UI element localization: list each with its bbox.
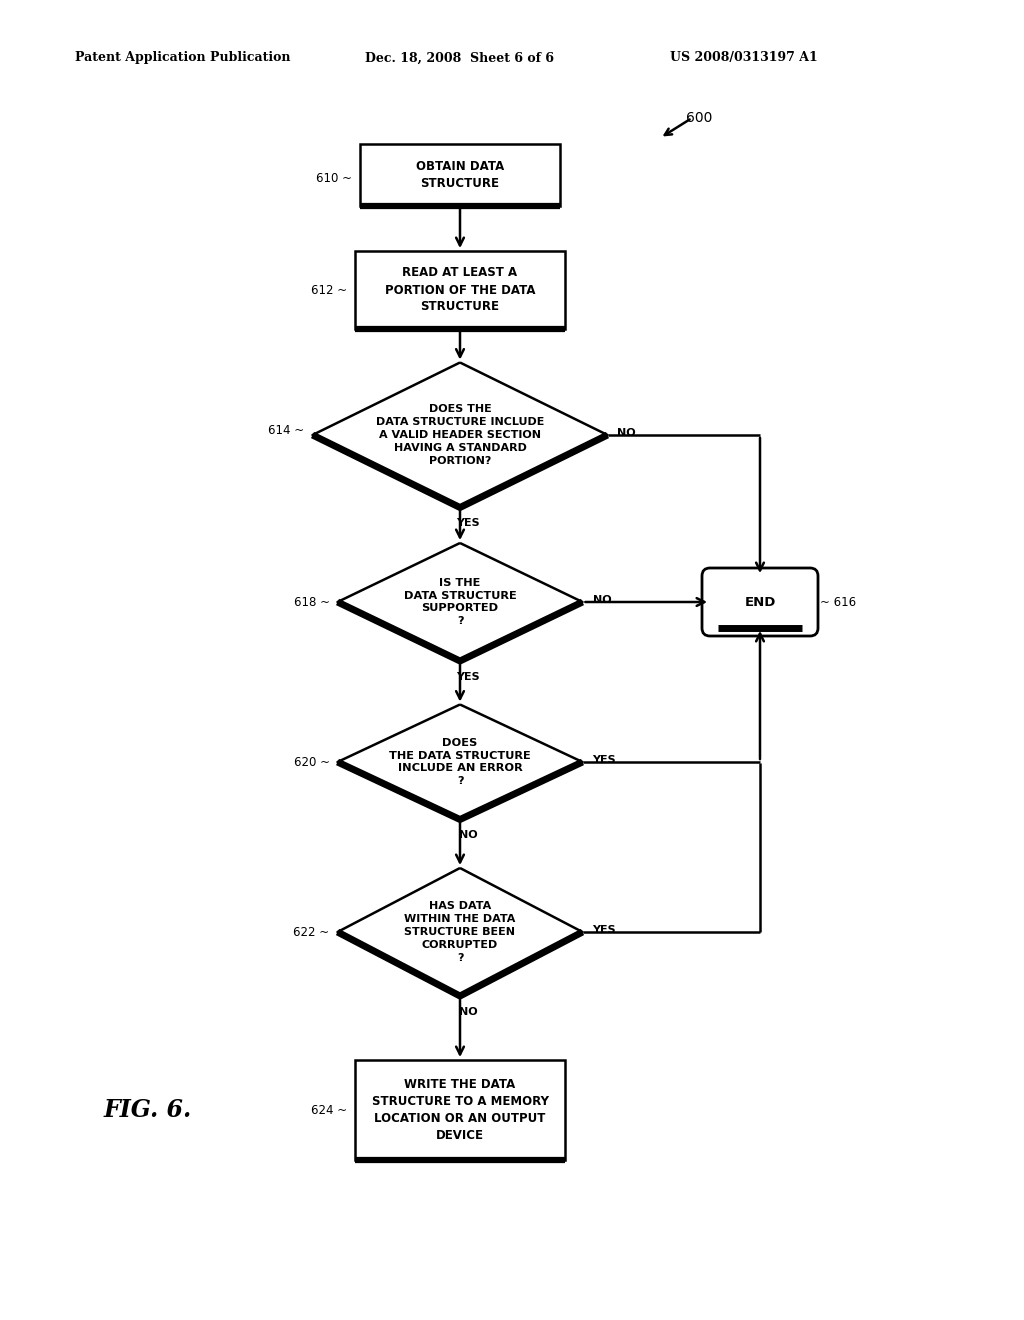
Text: 622 ~: 622 ~ (293, 925, 330, 939)
Text: HAS DATA
WITHIN THE DATA
STRUCTURE BEEN
CORRUPTED
?: HAS DATA WITHIN THE DATA STRUCTURE BEEN … (404, 902, 516, 962)
Text: DOES
THE DATA STRUCTURE
INCLUDE AN ERROR
?: DOES THE DATA STRUCTURE INCLUDE AN ERROR… (389, 738, 530, 787)
Text: IS THE
DATA STRUCTURE
SUPPORTED
?: IS THE DATA STRUCTURE SUPPORTED ? (403, 578, 516, 626)
Text: FIG. 6.: FIG. 6. (103, 1098, 193, 1122)
Text: NO: NO (593, 595, 611, 605)
Text: OBTAIN DATA
STRUCTURE: OBTAIN DATA STRUCTURE (416, 160, 504, 190)
Text: 612 ~: 612 ~ (311, 284, 347, 297)
Text: US 2008/0313197 A1: US 2008/0313197 A1 (670, 51, 818, 65)
Text: 600: 600 (686, 111, 713, 125)
Text: YES: YES (456, 519, 480, 528)
Text: 618 ~: 618 ~ (294, 595, 330, 609)
Polygon shape (338, 869, 583, 997)
Text: NO: NO (459, 1007, 477, 1016)
Text: READ AT LEAST A
PORTION OF THE DATA
STRUCTURE: READ AT LEAST A PORTION OF THE DATA STRU… (385, 267, 536, 314)
Text: YES: YES (593, 925, 616, 935)
Text: 620 ~: 620 ~ (294, 755, 330, 768)
Text: END: END (744, 595, 776, 609)
FancyBboxPatch shape (355, 251, 565, 329)
Text: 614 ~: 614 ~ (268, 424, 304, 437)
Text: ~ 616: ~ 616 (820, 595, 856, 609)
Text: YES: YES (593, 755, 616, 766)
FancyBboxPatch shape (702, 568, 818, 636)
Text: YES: YES (456, 672, 480, 682)
Text: 624 ~: 624 ~ (311, 1104, 347, 1117)
Text: DOES THE
DATA STRUCTURE INCLUDE
A VALID HEADER SECTION
HAVING A STANDARD
PORTION: DOES THE DATA STRUCTURE INCLUDE A VALID … (376, 404, 544, 466)
Text: Dec. 18, 2008  Sheet 6 of 6: Dec. 18, 2008 Sheet 6 of 6 (365, 51, 554, 65)
Text: NO: NO (459, 830, 477, 841)
Text: Patent Application Publication: Patent Application Publication (75, 51, 291, 65)
FancyBboxPatch shape (360, 144, 560, 206)
FancyBboxPatch shape (355, 1060, 565, 1160)
Text: WRITE THE DATA
STRUCTURE TO A MEMORY
LOCATION OR AN OUTPUT
DEVICE: WRITE THE DATA STRUCTURE TO A MEMORY LOC… (372, 1078, 549, 1142)
Polygon shape (338, 705, 583, 820)
Polygon shape (338, 543, 583, 661)
Polygon shape (312, 363, 607, 507)
Text: NO: NO (617, 428, 636, 438)
Text: 610 ~: 610 ~ (316, 173, 352, 186)
